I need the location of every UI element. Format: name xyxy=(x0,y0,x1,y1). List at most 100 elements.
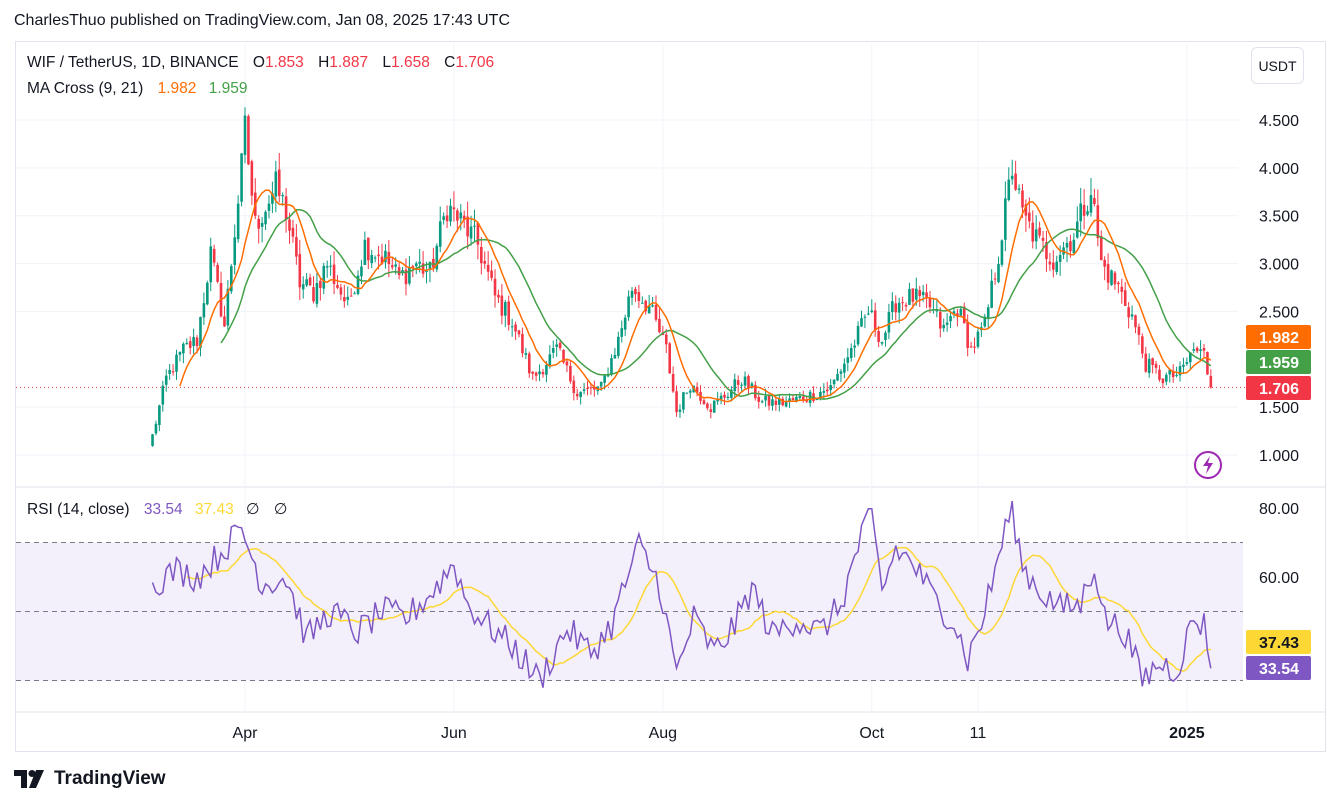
symbol-name[interactable]: WIF / TetherUS, 1D, BINANCE xyxy=(27,54,239,71)
lightning-icon[interactable] xyxy=(1193,450,1223,480)
candle xyxy=(1165,372,1168,386)
price-tick-label: 3.000 xyxy=(1259,257,1299,274)
candle xyxy=(860,310,863,327)
candle xyxy=(572,375,576,401)
candle xyxy=(740,382,743,392)
candle-body xyxy=(1137,326,1141,335)
time-tick-label: Apr xyxy=(233,725,259,742)
candle xyxy=(1130,305,1134,320)
candle-body xyxy=(288,219,291,231)
candle xyxy=(1086,205,1089,217)
candle xyxy=(164,369,168,392)
candle xyxy=(370,249,374,268)
candle xyxy=(1123,282,1127,307)
candle xyxy=(551,340,555,359)
low-value: 1.658 xyxy=(391,54,430,71)
candle-body xyxy=(973,346,976,348)
candle-body xyxy=(267,203,271,211)
time-tick-label: Jun xyxy=(441,725,467,742)
candle xyxy=(664,329,668,353)
candle-body xyxy=(421,263,425,274)
candle-body xyxy=(209,246,213,283)
candle xyxy=(1141,333,1144,359)
candle xyxy=(1093,188,1096,207)
candle-body xyxy=(497,294,500,298)
ma-cross-label[interactable]: MA Cross (9, 21) xyxy=(27,80,144,97)
candle xyxy=(867,306,870,316)
candle-body xyxy=(781,398,785,406)
candle-body xyxy=(411,266,415,268)
tradingview-logo[interactable]: TradingView xyxy=(14,768,166,790)
candle-body xyxy=(664,334,668,345)
candle-body xyxy=(473,225,476,227)
rsi-ma-value: 37.43 xyxy=(194,501,234,518)
candle xyxy=(538,364,541,382)
candle-body xyxy=(853,345,856,348)
candle-body xyxy=(682,392,685,410)
candle xyxy=(384,244,387,269)
candle xyxy=(760,399,764,404)
candle xyxy=(531,371,534,380)
candle-body xyxy=(712,400,716,413)
candle-body xyxy=(1065,242,1069,248)
candle-body xyxy=(572,380,576,393)
candle-body xyxy=(1178,366,1182,376)
candle xyxy=(1052,250,1055,278)
candle-body xyxy=(1154,363,1158,368)
candle-body xyxy=(545,365,548,375)
candle xyxy=(747,374,750,394)
candle-body xyxy=(997,264,1000,283)
candle-body xyxy=(158,405,161,426)
ma-legend: MA Cross (9, 21) 1.982 1.959 xyxy=(27,80,252,98)
ma-fast-value: 1.982 xyxy=(157,80,197,97)
candle xyxy=(630,287,634,306)
time-tick-label: 2025 xyxy=(1169,725,1205,742)
currency-button[interactable]: USDT xyxy=(1251,47,1304,84)
candle-body xyxy=(702,400,706,405)
candle-body xyxy=(856,325,860,345)
candle-body xyxy=(164,375,168,385)
time-tick-label: Aug xyxy=(649,725,677,742)
price-tick-label: 1.000 xyxy=(1259,448,1299,465)
rsi-label[interactable]: RSI (14, close) xyxy=(27,501,130,518)
candle xyxy=(483,251,487,269)
candle-body xyxy=(915,288,918,300)
price-axis-label: 1.706 xyxy=(1259,381,1299,398)
candle-body xyxy=(329,265,332,267)
candle xyxy=(610,354,613,377)
candle xyxy=(1079,187,1082,237)
candle xyxy=(1199,340,1202,359)
candle xyxy=(541,368,545,378)
candle-body xyxy=(291,227,295,237)
candle-body xyxy=(613,354,617,359)
candle-body xyxy=(887,311,891,333)
candle xyxy=(363,231,367,266)
candle xyxy=(1161,378,1165,389)
candle-body xyxy=(1103,259,1106,267)
candle-body xyxy=(942,324,945,329)
candle-body xyxy=(593,386,596,390)
candle xyxy=(264,210,267,231)
candle-body xyxy=(332,264,336,284)
candle xyxy=(873,302,877,337)
candle-body xyxy=(1106,264,1110,283)
candle-body xyxy=(846,357,850,363)
open-value: 1.853 xyxy=(264,54,304,71)
candle xyxy=(579,391,582,405)
candle-body xyxy=(839,371,843,374)
candle xyxy=(510,318,514,337)
candle xyxy=(1072,232,1076,256)
candle-body xyxy=(795,396,798,402)
candle-body xyxy=(469,226,473,239)
candle xyxy=(1195,346,1199,354)
price-axis-label-bg xyxy=(1246,376,1311,400)
candle-body xyxy=(264,211,267,225)
candle xyxy=(356,270,360,296)
candle xyxy=(247,114,250,166)
candle xyxy=(754,381,757,401)
candle xyxy=(843,358,846,379)
candle xyxy=(1065,236,1069,263)
candle-body xyxy=(956,313,959,316)
candle-body xyxy=(863,316,867,318)
